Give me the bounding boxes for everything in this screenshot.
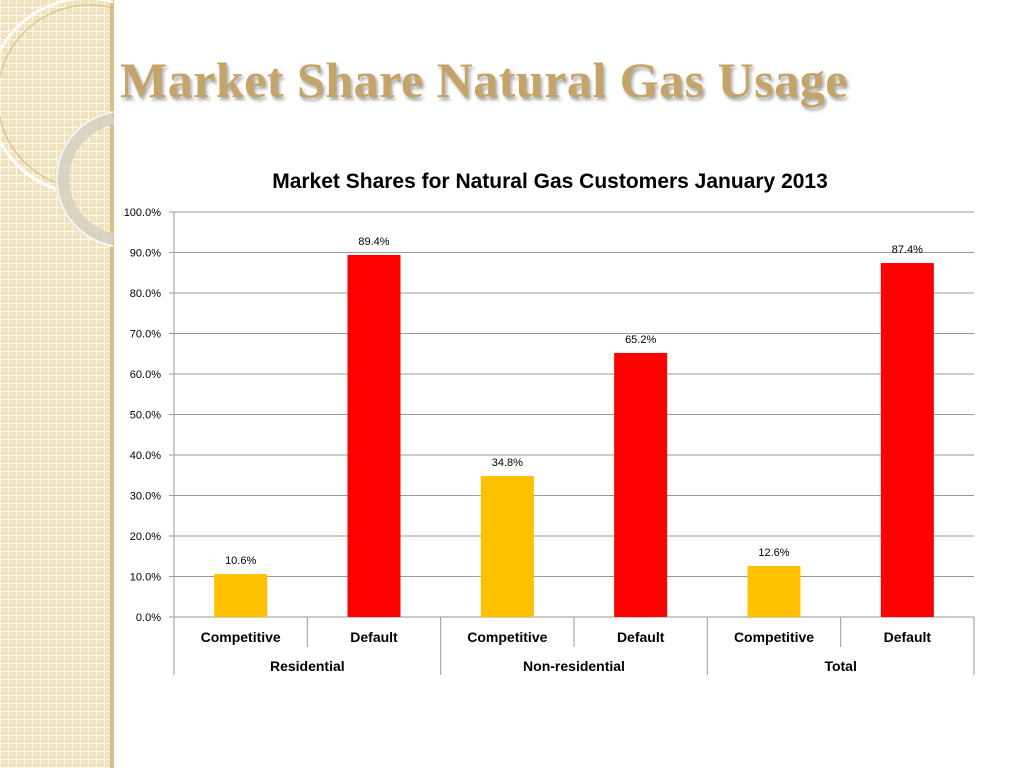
- bar: [347, 254, 401, 617]
- y-tick-label: 80.0%: [130, 288, 161, 300]
- decorative-rings: [0, 0, 115, 247]
- bar: [880, 263, 934, 617]
- bar: [747, 565, 801, 617]
- category-label: Competitive: [734, 629, 814, 645]
- category-label: Default: [884, 629, 932, 645]
- category-label: Competitive: [467, 629, 547, 645]
- bar: [480, 476, 534, 617]
- data-label: 87.4%: [892, 244, 923, 256]
- chart-title: Market Shares for Natural Gas Customers …: [272, 170, 828, 193]
- y-tick-label: 70.0%: [130, 329, 161, 341]
- data-label: 65.2%: [625, 334, 656, 346]
- data-label: 34.8%: [492, 457, 523, 469]
- category-label: Default: [617, 629, 665, 645]
- category-label: Competitive: [201, 629, 281, 645]
- side-panel-edge: [110, 0, 114, 768]
- group-label: Non-residential: [523, 658, 625, 674]
- y-tick-label: 20.0%: [130, 531, 161, 543]
- bar: [614, 352, 668, 617]
- y-tick-label: 60.0%: [130, 369, 161, 381]
- data-label: 12.6%: [758, 547, 789, 559]
- page-title: Market Share Natural Gas Usage: [120, 52, 848, 108]
- data-label: 10.6%: [225, 555, 256, 567]
- group-label: Total: [824, 658, 856, 674]
- category-label: Default: [350, 629, 398, 645]
- y-tick-label: 100.0%: [124, 207, 162, 219]
- data-label: 89.4%: [358, 236, 389, 248]
- group-label: Residential: [270, 658, 345, 674]
- y-tick-label: 90.0%: [130, 248, 161, 260]
- y-tick-label: 10.0%: [130, 572, 161, 584]
- y-tick-label: 0.0%: [136, 612, 161, 624]
- y-tick-label: 30.0%: [130, 491, 161, 503]
- y-tick-label: 40.0%: [130, 450, 161, 462]
- bar: [214, 574, 268, 617]
- y-tick-label: 50.0%: [130, 410, 161, 422]
